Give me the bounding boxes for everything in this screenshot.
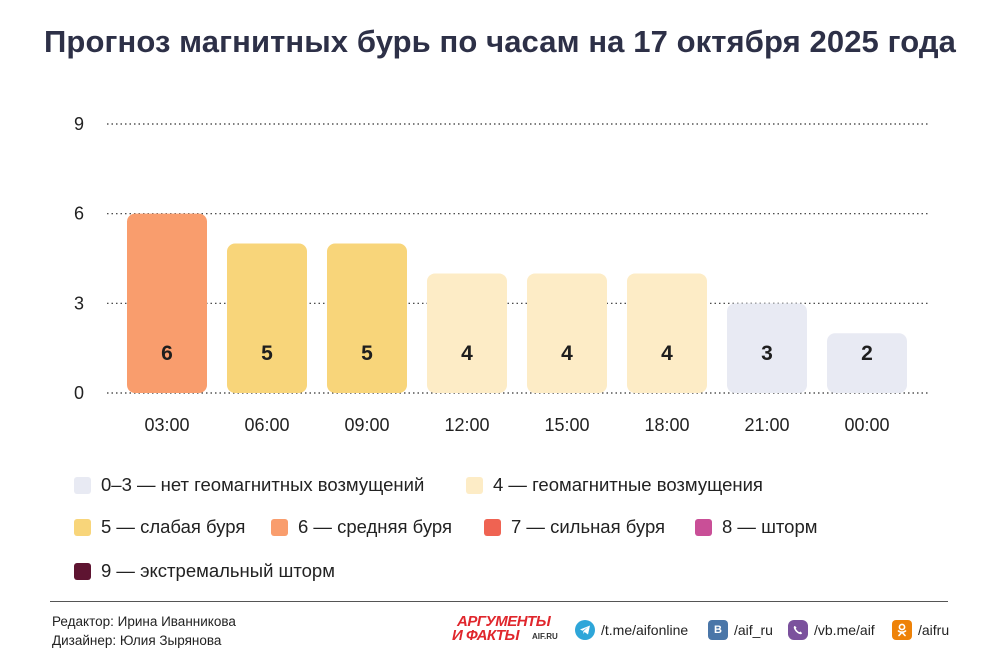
bar	[327, 243, 407, 393]
social-label: /t.me/aifonline	[601, 622, 689, 638]
legend-swatch	[271, 518, 288, 536]
bar	[627, 273, 707, 393]
data-label: 4	[661, 342, 673, 365]
legend-item-0-3: 0–3 — нет геомагнитных возмущений	[74, 474, 424, 496]
y-tick-label: 0	[74, 383, 84, 403]
bar	[427, 273, 507, 393]
legend-item-4: 4 — геомагнитные возмущения	[466, 474, 763, 496]
legend-label: 5 — слабая буря	[101, 516, 246, 537]
legend-item-6: 6 — средняя буря	[271, 516, 452, 538]
editor-credit: Редактор: Ирина Иванникова	[52, 614, 236, 629]
data-label: 4	[461, 342, 473, 365]
logo-line-3: AIF.RU	[532, 632, 558, 641]
social-label: /aifru	[918, 622, 950, 638]
legend-item-8: 8 — шторм	[695, 516, 817, 538]
bar-chart: 0 3 6 9 6 03:00 5 06:00 5 09:00 4 12:00 4 15:00 4 18:00…	[74, 114, 928, 435]
bar	[527, 273, 607, 393]
social-ok[interactable]: /aifru	[892, 620, 949, 640]
data-label: 2	[861, 342, 873, 365]
logo-line-2: И ФАКТЫ	[452, 627, 520, 644]
designer-credit: Дизайнер: Юлия Зырянова	[52, 633, 222, 648]
x-tick-label: 15:00	[544, 415, 589, 435]
telegram-icon	[575, 620, 595, 640]
legend-label: 0–3 — нет геомагнитных возмущений	[101, 474, 425, 495]
legend-swatch	[466, 476, 483, 494]
legend-label: 7 — сильная буря	[511, 516, 666, 537]
legend-swatch	[484, 518, 501, 536]
legend-label: 6 — средняя буря	[298, 516, 453, 537]
data-label: 3	[761, 342, 773, 365]
credits: Редактор: Ирина Иванникова Дизайнер: Юли…	[52, 612, 236, 650]
legend-swatch	[695, 518, 712, 536]
data-label: 5	[261, 342, 273, 365]
x-tick-label: 00:00	[844, 415, 889, 435]
legend-item-7: 7 — сильная буря	[484, 516, 665, 538]
social-label: /aif_ru	[734, 622, 773, 638]
aif-logo[interactable]: АРГУМЕНТЫ И ФАКТЫ AIF.RU	[452, 613, 560, 649]
social-telegram[interactable]: /t.me/aifonline	[575, 620, 688, 640]
x-tick-label: 18:00	[644, 415, 689, 435]
vk-icon: B	[708, 620, 728, 640]
social-viber[interactable]: /vb.me/aif	[788, 620, 875, 640]
legend-swatch	[74, 476, 91, 494]
legend-swatch	[74, 518, 91, 536]
ok-icon	[892, 620, 912, 640]
bar	[727, 303, 807, 393]
x-tick-label: 09:00	[344, 415, 389, 435]
chart-title: Прогноз магнитных бурь по часам на 17 ок…	[44, 24, 956, 59]
x-tick-label: 03:00	[144, 415, 189, 435]
viber-icon	[788, 620, 808, 640]
y-tick-label: 9	[74, 114, 84, 134]
y-tick-label: 6	[74, 204, 84, 224]
bar	[127, 213, 207, 393]
data-label: 5	[361, 342, 373, 365]
legend-swatch	[74, 562, 91, 580]
bar	[227, 243, 307, 393]
social-vk[interactable]: B /aif_ru	[708, 620, 773, 640]
legend-label: 9 — экстремальный шторм	[101, 560, 335, 581]
bar	[827, 333, 907, 393]
legend-label: 4 — геомагнитные возмущения	[493, 474, 763, 495]
legend-item-5: 5 — слабая буря	[74, 516, 245, 538]
legend-item-9: 9 — экстремальный шторм	[74, 560, 335, 582]
data-label: 4	[561, 342, 573, 365]
x-tick-label: 06:00	[244, 415, 289, 435]
logo-line-1: АРГУМЕНТЫ	[457, 613, 551, 630]
data-label: 6	[161, 342, 173, 365]
footer-divider	[50, 601, 948, 602]
social-label: /vb.me/aif	[814, 622, 875, 638]
legend-label: 8 — шторм	[722, 516, 818, 537]
x-tick-label: 21:00	[744, 415, 789, 435]
x-tick-label: 12:00	[444, 415, 489, 435]
y-tick-label: 3	[74, 293, 84, 313]
